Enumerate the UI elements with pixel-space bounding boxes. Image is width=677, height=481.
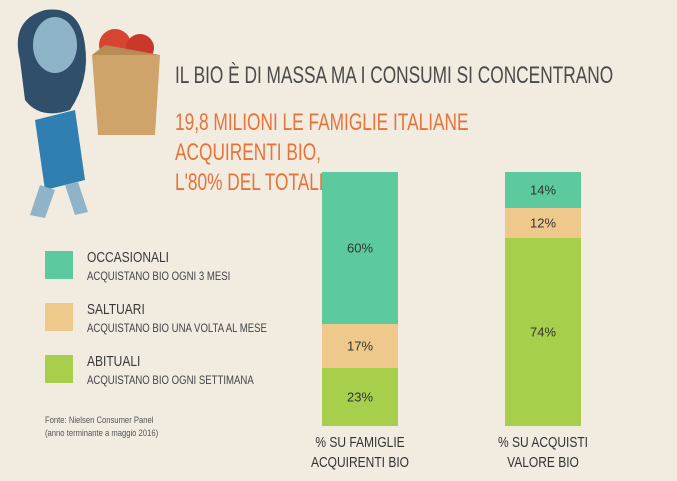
subtitle: 19,8 MILIONI LE FAMIGLIE ITALIANE ACQUIR…	[175, 109, 469, 196]
illustration	[17, 9, 160, 218]
legend-description: ACQUISTANO BIO OGNI SETTIMANA	[87, 373, 254, 387]
legend-description: ACQUISTANO BIO UNA VOLTA AL MESE	[87, 321, 267, 335]
value-label: 12%	[529, 215, 557, 231]
legend-swatch	[45, 303, 73, 331]
x-category-label: % SU FAMIGLIE ACQUIRENTI BIO	[310, 434, 409, 471]
bar-segment	[322, 172, 398, 325]
bar-segment	[322, 367, 398, 426]
legend-swatch	[45, 355, 73, 383]
source-note: Fonte: Nielsen Consumer Panel (anno term…	[45, 415, 159, 438]
legend-description: ACQUISTANO BIO OGNI 3 MESI	[87, 269, 231, 283]
value-label: 60%	[346, 240, 374, 256]
bar-segment	[505, 172, 581, 208]
x-category-label: % SU ACQUISTI VALORE BIO	[497, 434, 589, 471]
value-label: 14%	[529, 182, 557, 198]
bar-segment	[322, 324, 398, 368]
bar-segment	[505, 207, 581, 239]
legend-label: OCCASIONALI	[87, 249, 170, 266]
value-label: 17%	[346, 338, 374, 354]
value-label: 23%	[346, 389, 374, 405]
bar-segment	[505, 238, 581, 426]
legend-label: ABITUALI	[87, 353, 141, 370]
value-label: 74%	[529, 324, 557, 340]
legend-swatch	[45, 251, 73, 279]
title: IL BIO È DI MASSA MA I CONSUMI SI CONCEN…	[175, 62, 614, 89]
legend-label: SALTUARI	[87, 301, 145, 318]
